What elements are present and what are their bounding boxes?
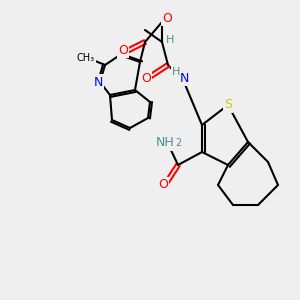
Text: O: O xyxy=(158,178,168,191)
Text: CH₃: CH₃ xyxy=(77,53,95,63)
Text: NH: NH xyxy=(156,136,174,149)
Text: 2: 2 xyxy=(175,138,181,148)
Text: H: H xyxy=(172,67,180,77)
Text: N: N xyxy=(93,76,103,88)
Text: N: N xyxy=(179,71,189,85)
Text: O: O xyxy=(162,11,172,25)
Text: S: S xyxy=(224,98,232,112)
Text: O: O xyxy=(118,44,128,56)
Text: O: O xyxy=(141,71,151,85)
Text: H: H xyxy=(166,35,174,45)
